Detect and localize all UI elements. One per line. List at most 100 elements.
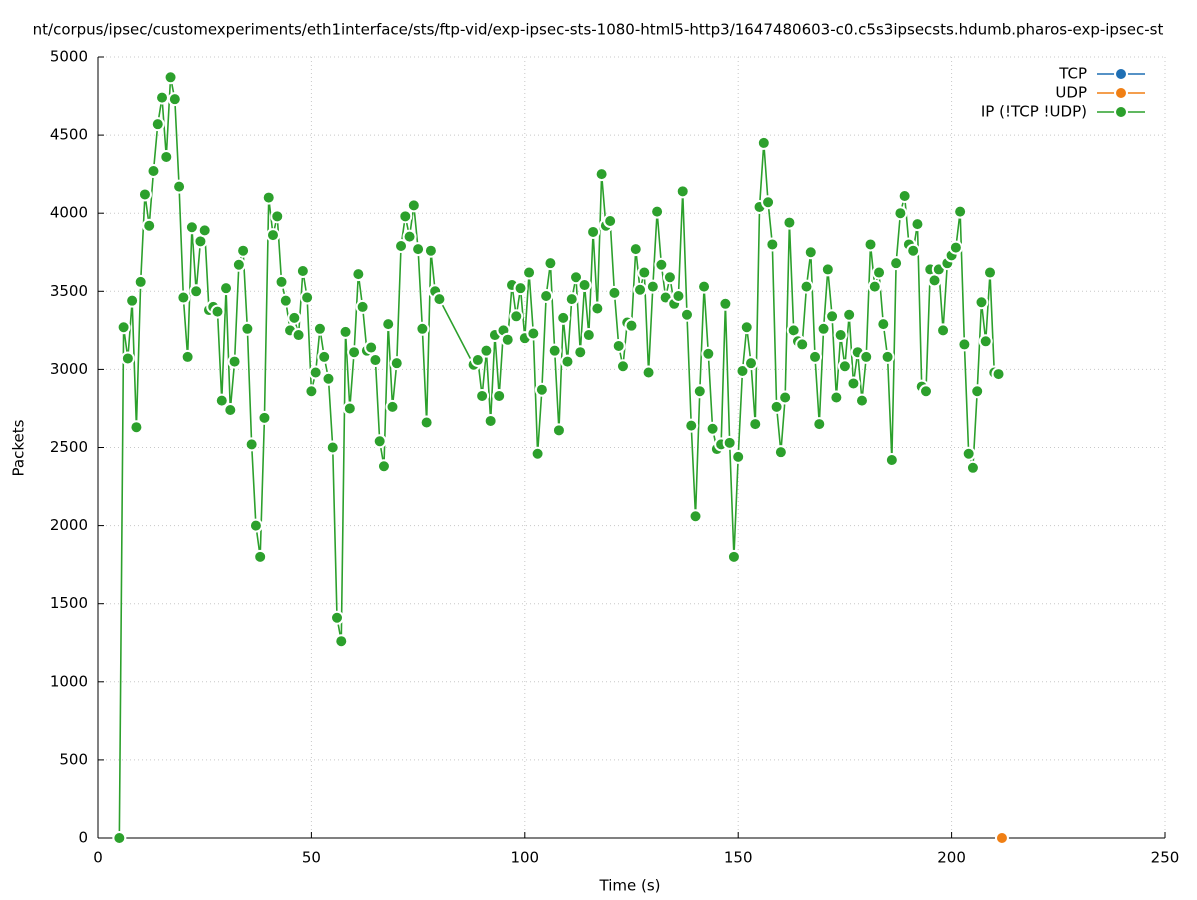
data-point: [432, 292, 447, 307]
data-point: [274, 274, 289, 289]
data-point: [897, 189, 912, 204]
data-point: [236, 243, 251, 258]
data-point: [270, 209, 285, 224]
data-point: [889, 256, 904, 271]
data-point: [219, 281, 234, 296]
data-point: [389, 356, 404, 371]
data-point: [970, 384, 985, 399]
data-point: [611, 338, 626, 353]
data-point: [816, 321, 831, 336]
data-point: [633, 282, 648, 297]
data-point: [479, 343, 494, 358]
data-point: [615, 359, 630, 374]
x-tick-label: 200: [937, 849, 966, 867]
data-point: [291, 328, 306, 343]
data-point: [825, 309, 840, 324]
data-point: [210, 304, 225, 319]
data-point: [227, 354, 242, 369]
data-point: [957, 337, 972, 352]
data-point: [953, 204, 968, 219]
data-point: [863, 237, 878, 252]
data-point: [978, 334, 993, 349]
data-point: [697, 279, 712, 294]
data-point: [120, 351, 135, 366]
data-point: [411, 242, 426, 257]
data-point: [347, 345, 362, 360]
data-point: [475, 388, 490, 403]
data-point: [726, 549, 741, 564]
data-point: [394, 239, 409, 254]
x-tick-label: 150: [724, 849, 753, 867]
data-point: [569, 270, 584, 285]
data-point: [112, 831, 127, 845]
y-tick-label: 3500: [50, 282, 88, 300]
data-point: [799, 279, 814, 294]
x-tick-label: 250: [1151, 849, 1180, 867]
data-point: [265, 228, 280, 243]
data-point: [607, 285, 622, 300]
y-axis-label: Packets: [10, 419, 28, 476]
y-tick-label: 5000: [50, 48, 88, 66]
data-point: [381, 317, 396, 332]
data-point: [530, 446, 545, 461]
data-point: [936, 323, 951, 338]
data-point: [116, 320, 131, 335]
data-point: [470, 353, 485, 368]
y-tick-label: 4000: [50, 204, 88, 222]
data-point: [214, 393, 229, 408]
data-point: [308, 365, 323, 380]
data-point: [146, 164, 161, 179]
data-point: [590, 301, 605, 316]
data-point: [837, 359, 852, 374]
data-point: [330, 610, 345, 625]
data-point: [125, 293, 140, 308]
data-point: [539, 288, 554, 303]
data-point: [560, 354, 575, 369]
y-tick-label: 0: [78, 829, 88, 847]
data-point: [163, 70, 178, 85]
data-point: [334, 634, 349, 649]
data-point: [581, 328, 596, 343]
data-point: [295, 263, 310, 278]
data-point: [129, 420, 144, 435]
data-point: [180, 349, 195, 364]
data-point: [415, 321, 430, 336]
legend-label: IP (!TCP !UDP): [981, 103, 1087, 121]
data-point: [159, 149, 174, 164]
data-point: [189, 284, 204, 299]
data-point: [854, 393, 869, 408]
data-point: [722, 435, 737, 450]
data-point: [483, 413, 498, 428]
data-point: [338, 324, 353, 339]
data-point: [244, 437, 259, 452]
y-tick-label: 500: [59, 750, 88, 768]
data-point: [842, 307, 857, 322]
data-point: [965, 460, 980, 475]
data-point: [994, 831, 1009, 845]
data-point: [735, 363, 750, 378]
data-point: [586, 224, 601, 239]
data-point: [551, 423, 566, 438]
data-point: [223, 403, 238, 418]
data-point: [534, 382, 549, 397]
data-point: [744, 356, 759, 371]
data-point: [376, 459, 391, 474]
data-point: [509, 309, 524, 324]
legend-marker: [1114, 67, 1128, 81]
data-point: [765, 237, 780, 252]
data-point: [705, 421, 720, 436]
data-point: [150, 117, 165, 132]
data-point: [172, 179, 187, 194]
data-point: [184, 220, 199, 235]
data-point: [833, 328, 848, 343]
data-point: [662, 270, 677, 285]
legend-label: UDP: [1055, 84, 1087, 102]
data-point: [176, 290, 191, 305]
data-point: [761, 195, 776, 210]
data-point: [782, 215, 797, 230]
data-point: [142, 218, 157, 233]
data-point: [368, 353, 383, 368]
data-point: [773, 445, 788, 460]
data-point: [278, 293, 293, 308]
